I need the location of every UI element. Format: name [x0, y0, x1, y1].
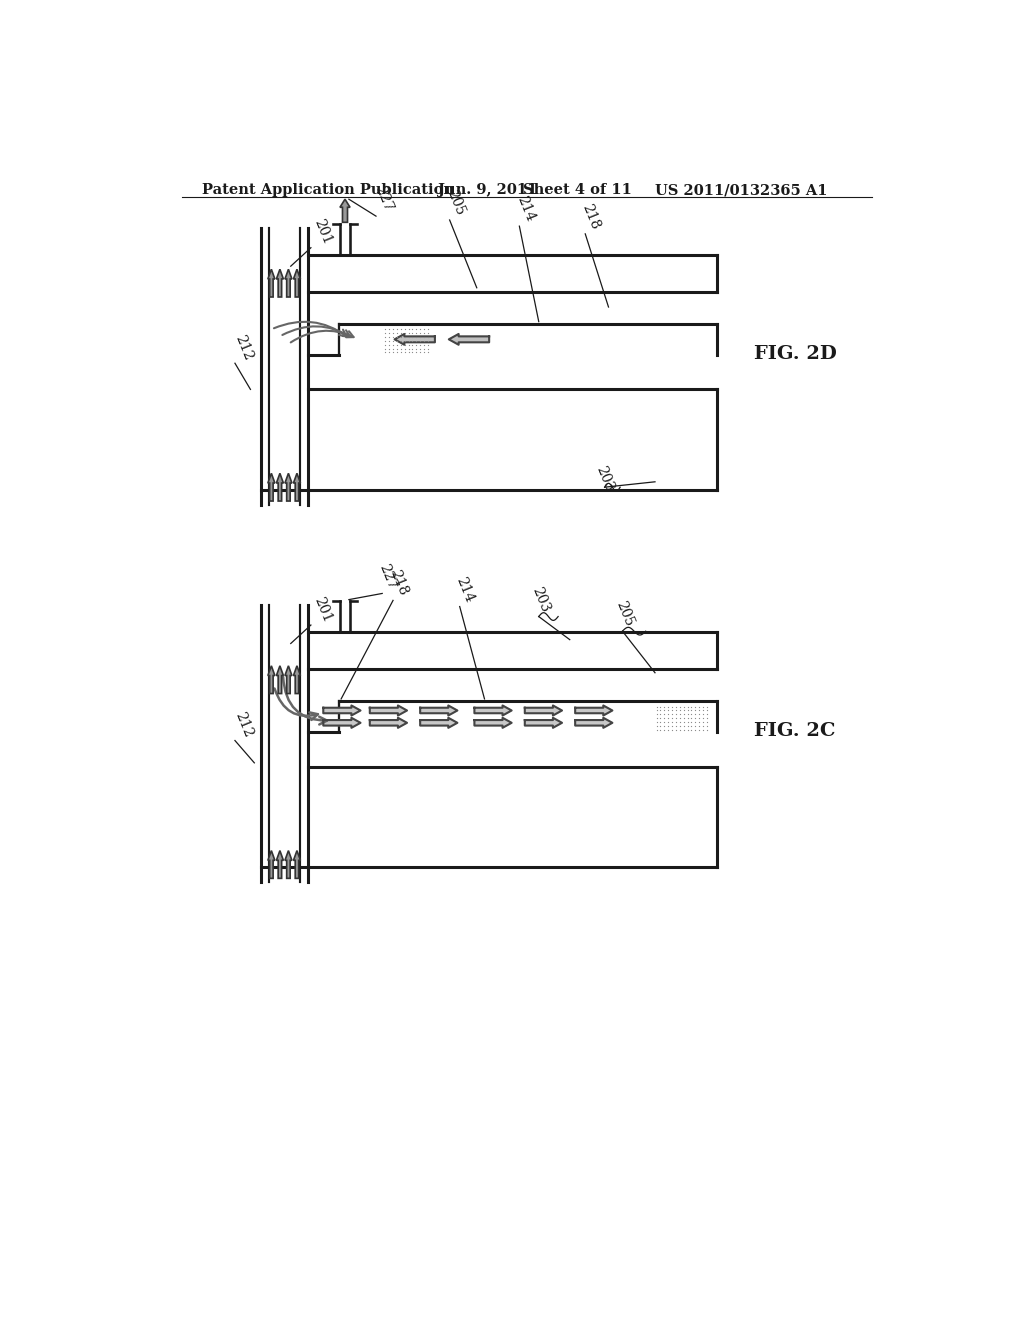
Text: 218: 218	[387, 569, 410, 598]
Polygon shape	[420, 718, 458, 727]
Polygon shape	[474, 705, 512, 715]
Polygon shape	[370, 705, 407, 715]
Text: 212: 212	[232, 333, 255, 363]
Text: 205: 205	[444, 189, 467, 218]
Text: 203: 203	[593, 463, 615, 494]
FancyArrow shape	[285, 665, 292, 693]
Polygon shape	[324, 705, 360, 715]
Text: 227: 227	[372, 185, 395, 214]
Text: 205: 205	[613, 599, 636, 628]
FancyArrow shape	[285, 474, 292, 502]
Polygon shape	[524, 705, 562, 715]
Text: 201: 201	[311, 218, 335, 247]
Text: US 2011/0132365 A1: US 2011/0132365 A1	[655, 183, 827, 197]
FancyArrow shape	[276, 665, 284, 693]
Text: 214: 214	[514, 194, 537, 224]
Polygon shape	[370, 718, 407, 727]
Text: Sheet 4 of 11: Sheet 4 of 11	[523, 183, 632, 197]
Text: 201: 201	[311, 594, 335, 624]
Polygon shape	[575, 705, 612, 715]
Text: 203: 203	[529, 585, 552, 614]
Text: 212: 212	[232, 710, 255, 739]
FancyArrow shape	[294, 474, 300, 502]
Text: 214: 214	[454, 574, 476, 605]
Text: FIG. 2D: FIG. 2D	[755, 345, 837, 363]
FancyArrow shape	[294, 850, 300, 878]
Text: FIG. 2C: FIG. 2C	[755, 722, 836, 741]
FancyArrow shape	[340, 199, 350, 222]
Text: Jun. 9, 2011: Jun. 9, 2011	[438, 183, 538, 197]
FancyArrow shape	[268, 850, 274, 878]
Polygon shape	[324, 718, 360, 727]
Polygon shape	[449, 334, 489, 345]
FancyArrow shape	[285, 269, 292, 297]
Polygon shape	[474, 718, 512, 727]
FancyArrow shape	[268, 269, 274, 297]
Polygon shape	[524, 718, 562, 727]
FancyArrow shape	[276, 850, 284, 878]
Text: 218: 218	[579, 202, 602, 231]
Polygon shape	[575, 718, 612, 727]
Text: 227: 227	[377, 561, 399, 591]
Text: Patent Application Publication: Patent Application Publication	[202, 183, 454, 197]
FancyArrow shape	[276, 269, 284, 297]
FancyArrow shape	[294, 269, 300, 297]
FancyArrow shape	[268, 474, 274, 502]
FancyArrow shape	[276, 474, 284, 502]
FancyArrow shape	[294, 665, 300, 693]
Polygon shape	[420, 705, 458, 715]
Polygon shape	[394, 334, 435, 345]
FancyArrow shape	[285, 850, 292, 878]
FancyArrow shape	[268, 665, 274, 693]
